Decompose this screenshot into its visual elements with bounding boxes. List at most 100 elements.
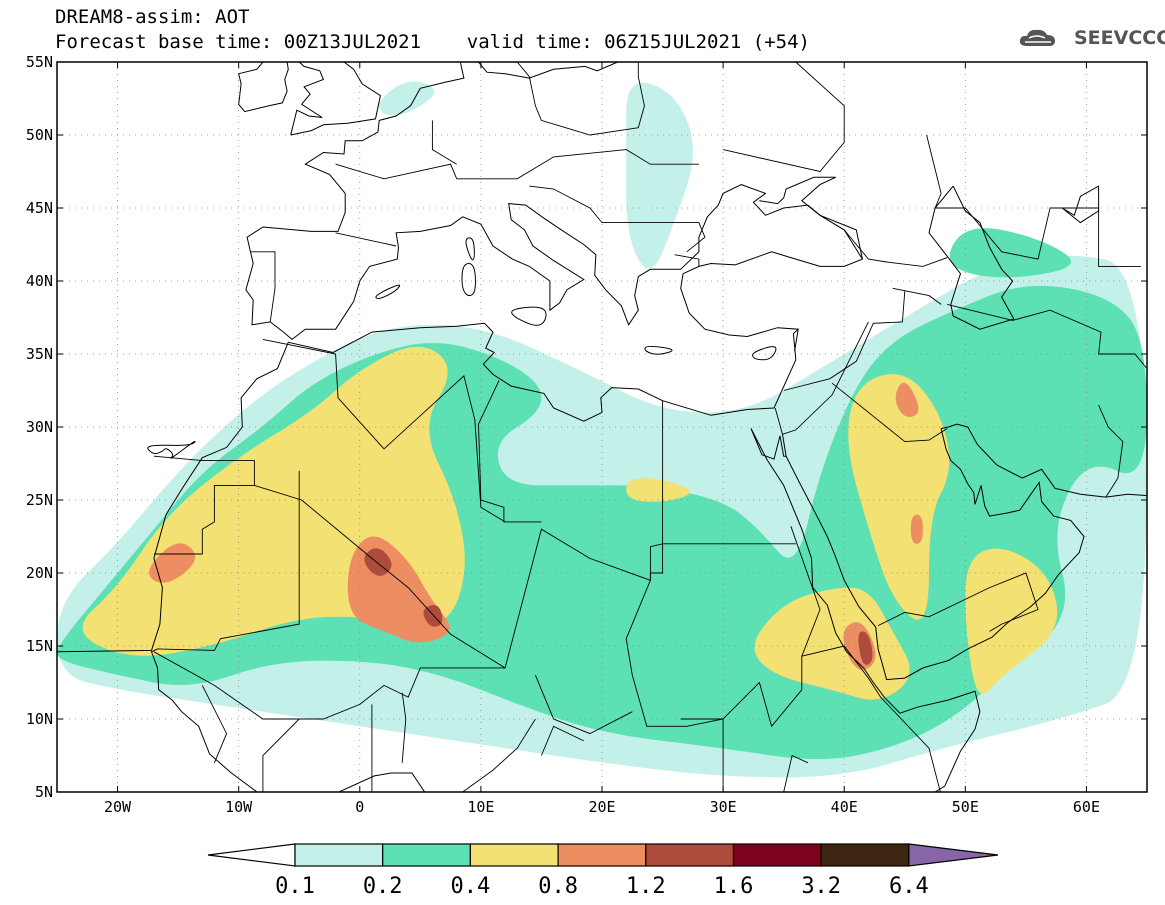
country-border [335, 149, 699, 180]
country-border [801, 645, 941, 792]
country-border [335, 232, 397, 247]
country-border [625, 526, 821, 728]
country-border [401, 692, 407, 763]
lon-tick-label: 20E [588, 798, 615, 816]
lat-tick-label: 30N [26, 418, 53, 436]
map-axes: 55N 50N 45N 40N 35N 30N 25N 20N 15N 10N 5N 20W 10W 0 1… [26, 53, 1147, 816]
coastline [57, 62, 863, 653]
colorbar-bin [645, 843, 735, 867]
lat-tick-label: 55N [26, 53, 53, 71]
island-outline [465, 237, 475, 261]
coastline [928, 185, 1015, 330]
colorbar-under-triangle [207, 843, 296, 867]
aot-area-0p4 [965, 548, 1058, 694]
aot-area-0p4 [626, 478, 690, 502]
colorbar-bin [382, 843, 472, 867]
country-border [892, 287, 942, 305]
colorbar: 0.1 0.2 0.4 0.8 1.2 1.6 3.2 6.4 [207, 843, 999, 899]
country-border [926, 134, 1141, 267]
colorbar-bin [732, 843, 822, 867]
lon-tick-label: 10W [225, 798, 253, 816]
coastline [290, 62, 381, 136]
coastline [150, 648, 258, 792]
aot-area-0p1 [379, 81, 435, 116]
aot-area-1p2 [858, 631, 873, 665]
colorbar-label: 1.6 [714, 874, 754, 899]
political-boundaries [57, 62, 1147, 792]
country-border [534, 675, 633, 735]
country-border [201, 685, 228, 763]
country-border [649, 400, 664, 581]
lat-tick-label: 50N [26, 126, 53, 144]
country-border [153, 484, 255, 555]
coastline [1061, 185, 1100, 224]
coastline [782, 428, 1085, 681]
colorbar-over-triangle [908, 843, 999, 867]
country-border [843, 229, 948, 267]
aot-area-0p8 [910, 514, 923, 544]
country-border [153, 455, 796, 669]
colorbar-bin [557, 843, 647, 867]
lon-tick-label: 0 [355, 798, 364, 816]
colorbar-label: 0.2 [363, 874, 403, 899]
lon-tick-label: 30E [710, 798, 737, 816]
colorbar-label: 1.2 [626, 874, 666, 899]
title-model-field: DREAM8-assim: AOT [55, 6, 250, 28]
island-outline [752, 346, 777, 361]
colorbar-label: 0.1 [275, 874, 315, 899]
aot-shaded-fields [57, 81, 1147, 778]
coastline [238, 62, 289, 113]
aot-area-0p4 [754, 587, 910, 700]
country-border [831, 382, 948, 443]
country-border [153, 651, 506, 720]
lon-tick-label: 20W [104, 798, 132, 816]
aot-area-0p2 [949, 228, 1072, 278]
colorbar-label: 0.4 [451, 874, 491, 899]
colorbar-label: 6.4 [889, 874, 929, 899]
lat-tick-label: 35N [26, 345, 53, 363]
lon-tick-label: 40E [831, 798, 858, 816]
aot-area-0p4 [848, 374, 950, 620]
aot-area-1p2 [423, 604, 443, 627]
country-border [262, 718, 300, 792]
country-border [783, 754, 809, 792]
country-border [774, 321, 869, 435]
lon-tick-label: 60E [1073, 798, 1100, 816]
coastline [794, 329, 799, 352]
title-forecast-times: Forecast base time: 00Z13JUL2021 valid t… [55, 31, 810, 53]
colorbar-label: 0.8 [538, 874, 578, 899]
coastline [478, 62, 618, 79]
lat-tick-label: 25N [26, 491, 53, 509]
aot-area-0p1 [626, 82, 693, 269]
lat-tick-label: 5N [35, 783, 53, 801]
country-border [262, 338, 506, 523]
country-border [250, 251, 276, 322]
country-border [529, 185, 706, 253]
colorbar-bin [820, 843, 910, 867]
country-border [540, 725, 584, 756]
country-border [516, 62, 645, 136]
island-outline [147, 440, 196, 459]
country-border [680, 718, 724, 792]
country-border [947, 303, 1147, 369]
coastline [290, 62, 325, 136]
country-border [877, 572, 1039, 632]
lat-tick-label: 15N [26, 637, 53, 655]
country-border [723, 62, 845, 172]
lon-tick-label: 50E [952, 798, 979, 816]
coastline [337, 772, 426, 792]
lat-tick-label: 45N [26, 199, 53, 217]
country-border [478, 380, 542, 523]
coastline [759, 176, 863, 260]
colorbar-label: 3.2 [801, 874, 841, 899]
island-outline [375, 284, 401, 300]
coastline [750, 428, 787, 460]
island-outline [644, 345, 673, 355]
colorbar-bin [294, 843, 384, 867]
island-outline [511, 306, 547, 326]
country-border [157, 470, 300, 651]
country-border [674, 254, 700, 267]
country-border [462, 718, 536, 792]
cloud-logo-icon [1019, 29, 1055, 46]
